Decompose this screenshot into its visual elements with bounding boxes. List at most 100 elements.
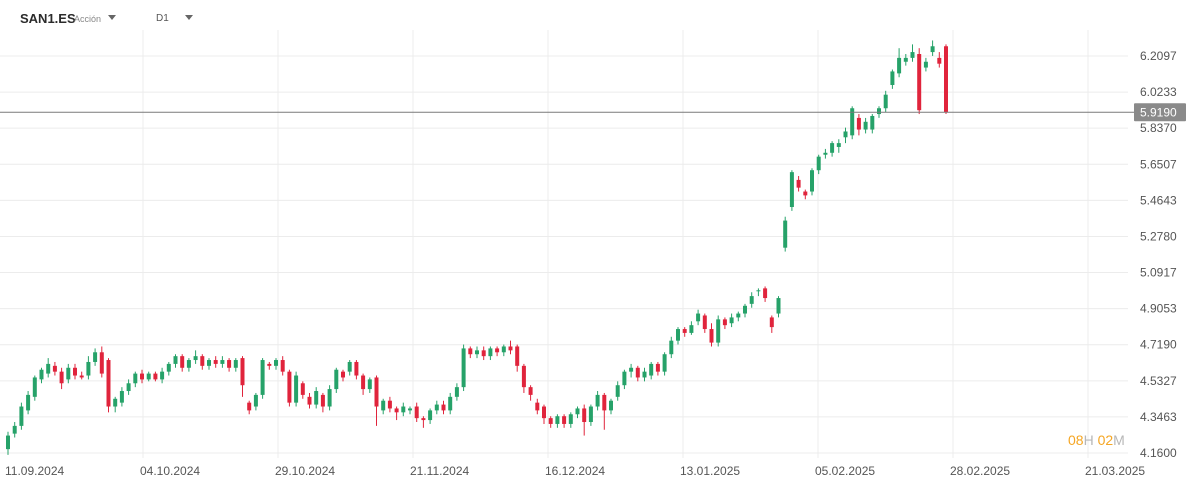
candle-body <box>454 387 459 397</box>
candle-body <box>588 406 593 423</box>
candle-62 <box>421 416 426 428</box>
candle-95 <box>642 367 647 382</box>
candle-9 <box>66 363 71 384</box>
candle-body <box>387 400 392 409</box>
candle-body <box>615 385 620 397</box>
candle-55 <box>374 375 379 426</box>
candle-123 <box>830 141 835 157</box>
candle-140 <box>944 44 948 115</box>
candle-40 <box>274 358 278 370</box>
candle-76 <box>515 344 520 372</box>
timeframe-label[interactable]: D1 <box>156 13 169 24</box>
candle-13 <box>93 348 98 366</box>
candle-body <box>722 319 727 326</box>
candle-44 <box>300 381 305 399</box>
candle-50 <box>341 369 345 382</box>
candle-body <box>763 288 768 299</box>
candle-128 <box>863 117 868 134</box>
candle-7 <box>52 361 57 376</box>
candle-24 <box>166 361 171 376</box>
candle-65 <box>441 400 446 415</box>
candle-10 <box>73 363 77 380</box>
candle-91 <box>615 381 620 401</box>
candle-body <box>676 329 680 341</box>
candle-43 <box>294 371 299 407</box>
candle-body <box>877 108 881 115</box>
candle-body <box>743 305 747 314</box>
candle-body <box>729 317 734 324</box>
candle-body <box>367 379 372 390</box>
candle-body <box>475 350 479 355</box>
candle-body <box>86 361 91 376</box>
candle-body <box>836 143 841 147</box>
candle-body <box>19 406 24 426</box>
candle-body <box>274 360 278 366</box>
candle-109 <box>736 311 741 322</box>
candle-body <box>186 360 191 368</box>
candle-body <box>501 346 506 353</box>
candle-67 <box>454 383 459 401</box>
y-tick-label-0: 6.2097 <box>1140 49 1177 63</box>
candle-61 <box>414 402 419 423</box>
candle-body <box>562 416 567 424</box>
candle-body <box>173 356 178 364</box>
candle-body <box>602 394 607 411</box>
candle-body <box>193 356 198 361</box>
candles-layer <box>6 40 948 455</box>
candle-body <box>240 358 245 386</box>
candle-body <box>903 57 908 62</box>
y-tick-label-7: 4.9053 <box>1140 302 1177 316</box>
candle-body <box>39 369 44 380</box>
candle-47 <box>320 392 325 413</box>
candle-74 <box>501 344 506 357</box>
x-tick-label-1: 04.10.2024 <box>140 464 200 478</box>
candle-body <box>870 115 875 130</box>
candle-57 <box>387 396 392 413</box>
candle-body <box>314 391 319 405</box>
candle-41 <box>280 356 285 376</box>
candle-39 <box>267 361 272 370</box>
candle-body <box>796 179 801 188</box>
candle-134 <box>903 54 908 66</box>
symbol-dropdown-chevron-icon[interactable] <box>108 15 116 20</box>
candle-99 <box>669 336 674 359</box>
candle-111 <box>749 292 754 308</box>
candle-124 <box>836 139 841 153</box>
candle-113 <box>763 286 768 302</box>
candle-35 <box>240 356 245 397</box>
candle-87 <box>588 404 593 426</box>
candle-body <box>401 406 406 413</box>
candle-body <box>421 418 426 421</box>
candle-82 <box>555 414 560 428</box>
candle-129 <box>870 114 875 134</box>
symbol-label[interactable]: SAN1.ES <box>20 11 76 26</box>
candle-26 <box>180 354 185 372</box>
candle-body <box>227 360 232 368</box>
candle-38 <box>260 358 265 399</box>
timeframe-dropdown-chevron-icon[interactable] <box>185 15 193 20</box>
x-tick-label-5: 13.01.2025 <box>680 464 740 478</box>
candle-97 <box>655 361 660 376</box>
candle-body <box>79 375 84 378</box>
candle-84 <box>568 412 573 428</box>
candle-body <box>642 371 647 378</box>
candle-73 <box>495 346 500 357</box>
candle-body <box>361 375 366 390</box>
candle-70 <box>475 346 479 359</box>
candle-20 <box>140 369 144 384</box>
candle-body <box>749 296 754 304</box>
candle-body <box>629 367 634 372</box>
candle-body <box>381 400 386 411</box>
candle-104 <box>702 313 707 333</box>
candle-93 <box>629 363 634 378</box>
candle-body <box>341 371 345 378</box>
candle-body <box>166 363 171 372</box>
candle-34 <box>233 358 238 372</box>
candle-body <box>153 373 158 380</box>
candle-0 <box>6 431 10 455</box>
candle-2 <box>19 402 24 430</box>
candle-17 <box>119 387 124 407</box>
candle-19 <box>133 371 138 388</box>
candle-56 <box>381 398 386 415</box>
